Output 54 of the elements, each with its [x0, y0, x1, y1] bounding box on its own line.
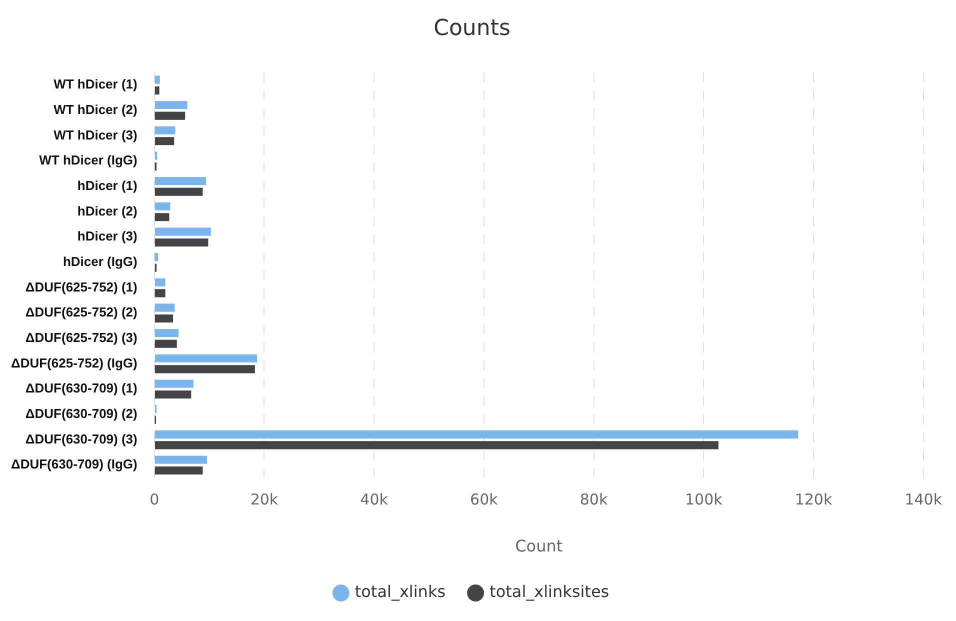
y-tick-label: hDicer (3)	[77, 228, 138, 244]
y-tick-label: ΔDUF(625-752) (1)	[25, 279, 138, 294]
bar	[154, 188, 203, 196]
x-tick-label: 140k	[904, 490, 942, 509]
bar	[154, 441, 718, 450]
bar	[154, 354, 258, 362]
bar	[154, 466, 203, 475]
bar	[154, 238, 208, 247]
y-tick-label: ΔDUF(630-709) (3)	[25, 431, 138, 446]
bar	[154, 112, 186, 120]
bar	[154, 137, 174, 146]
legend-label: total_xlinksites	[490, 582, 610, 602]
bar	[154, 340, 177, 348]
legend-label: total_xlinks	[354, 582, 446, 602]
bar	[154, 202, 170, 210]
bar	[154, 76, 160, 84]
x-tick-label: 0	[150, 490, 160, 509]
x-tick-label: 40k	[360, 490, 388, 509]
x-tick-label: 20k	[250, 490, 278, 509]
x-tick-label: 120k	[794, 490, 832, 509]
bar	[154, 278, 166, 286]
y-tick-label: ΔDUF(625-752) (IgG)	[10, 355, 138, 370]
bar	[154, 228, 211, 236]
bar	[154, 100, 188, 110]
y-tick-label: WT hDicer (IgG)	[39, 152, 138, 168]
bar	[154, 304, 175, 312]
y-tick-label: ΔDUF(630-709) (1)	[25, 380, 138, 396]
y-tick-label: hDicer (1)	[77, 178, 138, 193]
y-tick-label: WT hDicer (1)	[54, 76, 138, 92]
bar	[154, 213, 170, 222]
bar	[154, 126, 176, 134]
y-tick-label: ΔDUF(630-709) (IgG)	[10, 456, 138, 472]
y-tick-label: ΔDUF(625-752) (3)	[25, 330, 138, 346]
bar	[154, 176, 206, 186]
bar	[154, 329, 179, 338]
bar	[154, 365, 255, 374]
x-axis-title: Count	[515, 536, 563, 556]
x-tick-label: 100k	[684, 490, 723, 509]
y-tick-label: hDicer (IgG)	[62, 254, 138, 270]
bar	[154, 430, 798, 438]
bar	[154, 314, 174, 323]
y-tick-label: WT hDicer (2)	[54, 102, 138, 117]
bar	[154, 289, 166, 298]
bar	[154, 456, 208, 464]
y-tick-label: ΔDUF(630-709) (2)	[25, 406, 138, 422]
x-tick-label: 80k	[580, 490, 608, 509]
bar	[154, 380, 194, 388]
chart-title: Counts	[434, 16, 510, 41]
y-tick-label: ΔDUF(625-752) (2)	[25, 304, 138, 320]
x-tick-label: 60k	[470, 490, 498, 509]
bar	[154, 86, 160, 94]
y-tick-label: WT hDicer (3)	[54, 127, 138, 142]
y-tick-label: hDicer (2)	[77, 203, 138, 218]
bar	[154, 390, 192, 399]
